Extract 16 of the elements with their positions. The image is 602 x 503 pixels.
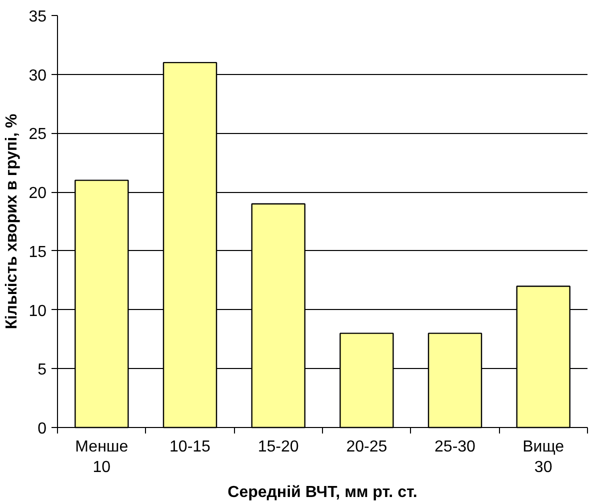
y-tick-label: 0 xyxy=(38,420,47,438)
x-tick-label: 20-25 xyxy=(346,438,388,456)
x-tick-label: 10-15 xyxy=(170,438,211,456)
x-tick-label: Вище 30 xyxy=(522,438,564,476)
y-tick-label: 20 xyxy=(28,185,47,202)
x-tick-label: 15-20 xyxy=(258,438,299,456)
x-tick-label: 25-30 xyxy=(434,438,476,456)
y-tick-label: 5 xyxy=(38,362,47,379)
y-tick-label: 25 xyxy=(28,126,47,144)
y-tick-label: 15 xyxy=(28,244,47,261)
y-tick-label: 10 xyxy=(28,302,47,320)
y-axis-title: Кількість хворих в групі, % xyxy=(4,114,21,330)
y-tick-label: 35 xyxy=(28,8,47,26)
x-tick-label: Менше 10 xyxy=(75,438,128,476)
x-axis-title: Середній ВЧТ, мм рт. ст. xyxy=(228,484,418,501)
y-tick-label: 30 xyxy=(28,67,47,84)
